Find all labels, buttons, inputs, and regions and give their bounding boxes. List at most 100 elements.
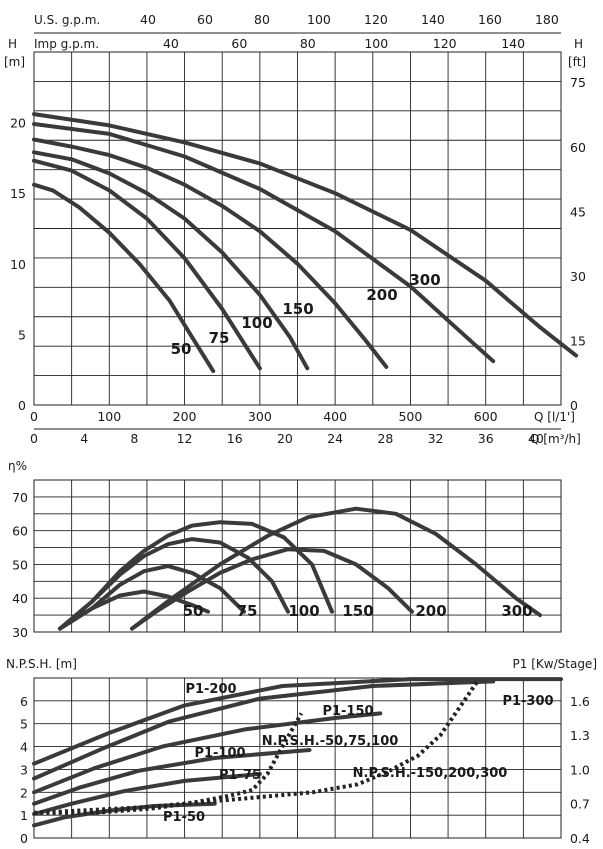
usgpm-label: U.S. g.p.m. bbox=[34, 13, 100, 27]
power-y-tick-label: 1.0 bbox=[570, 762, 590, 777]
npsh-y-tick-label: 3 bbox=[20, 762, 28, 777]
eff-curve-label: 300 bbox=[501, 602, 532, 620]
y-left-unit: [m] bbox=[4, 55, 25, 69]
npsh-curve-P1-150 bbox=[32, 711, 383, 795]
eff-curve-label: 100 bbox=[288, 602, 319, 620]
head-curve-300 bbox=[32, 112, 579, 358]
y-right-tick-label: 60 bbox=[570, 140, 586, 155]
npsh-curve-label: P1-100 bbox=[194, 746, 245, 761]
head-curve-200 bbox=[32, 122, 496, 364]
eff-curve-75 bbox=[58, 564, 246, 631]
npsh-y-tick-label: 5 bbox=[20, 717, 28, 732]
npsh-y-tick-label: 0 bbox=[20, 831, 28, 846]
head-frame bbox=[33, 51, 562, 406]
x-secondary-label: Q [m³/h] bbox=[530, 432, 581, 446]
power-y-title: P1 [Kw/Stage] bbox=[513, 657, 597, 671]
power-y-tick-label: 0.7 bbox=[570, 797, 590, 812]
npsh-frame bbox=[33, 677, 562, 839]
impgpm-tick: 100 bbox=[364, 36, 388, 51]
npsh-curve-N-P-S-H-150-200-300 bbox=[33, 679, 480, 815]
head-curve-label: 100 bbox=[241, 314, 272, 332]
x2-tick-label: 8 bbox=[130, 431, 138, 446]
head-curve-150 bbox=[32, 137, 389, 369]
eff-y-title: η% bbox=[8, 459, 27, 473]
eff-y-tick-label: 30 bbox=[12, 625, 28, 640]
x2-tick-label: 20 bbox=[277, 431, 293, 446]
impgpm-tick: 60 bbox=[231, 36, 247, 51]
x2-tick-label: 40 bbox=[528, 431, 544, 446]
eff-curve-150 bbox=[58, 520, 334, 631]
usgpm-tick: 80 bbox=[254, 12, 270, 27]
eff-y-tick-label: 70 bbox=[12, 490, 28, 505]
eff-y-tick-label: 50 bbox=[12, 557, 28, 572]
npsh-curve-label: P1-300 bbox=[502, 694, 553, 709]
eff-curve-label: 50 bbox=[183, 602, 204, 620]
usgpm-tick: 40 bbox=[140, 12, 156, 27]
x-tick-label: 400 bbox=[323, 409, 347, 424]
npsh-y-tick-label: 2 bbox=[20, 785, 28, 800]
eff-curve-200 bbox=[130, 547, 414, 631]
x2-tick-label: 28 bbox=[377, 431, 393, 446]
y-right-tick-label: 30 bbox=[570, 269, 586, 284]
npsh-curve-label: N.P.S.H.-50,75,100 bbox=[262, 734, 399, 749]
eff-y-tick-label: 40 bbox=[12, 591, 28, 606]
x2-tick-label: 32 bbox=[428, 431, 444, 446]
usgpm-tick: 120 bbox=[364, 12, 388, 27]
eff-frame bbox=[33, 479, 562, 633]
y-right-unit: [ft] bbox=[568, 55, 586, 69]
usgpm-tick: 100 bbox=[307, 12, 331, 27]
y-right-title: H bbox=[574, 37, 583, 51]
eff-y-tick-label: 60 bbox=[12, 524, 28, 539]
head-curve-label: 200 bbox=[366, 286, 397, 304]
y-right-tick-label: 0 bbox=[570, 398, 578, 413]
head-curve-label: 150 bbox=[282, 300, 313, 318]
y-left-title: H bbox=[8, 37, 17, 51]
npsh-grid bbox=[33, 677, 562, 839]
head-grid bbox=[33, 51, 562, 406]
y-right-tick-label: 15 bbox=[570, 333, 586, 348]
npsh-power-panel: N.P.S.H. [m] P1 [Kw/Stage] 0 1 2 3 4 5 6 0.4 0.7 1.… bbox=[6, 657, 597, 846]
npsh-y-tick-label: 6 bbox=[20, 694, 28, 709]
npsh-curve-N-P-S-H-50-75-100 bbox=[34, 712, 304, 815]
npsh-curve-P1-200 bbox=[32, 679, 496, 781]
eff-curve-label: 75 bbox=[237, 602, 258, 620]
x2-tick-label: 12 bbox=[177, 431, 193, 446]
x2-tick-label: 36 bbox=[478, 431, 494, 446]
y-right-tick-label: 75 bbox=[570, 75, 586, 90]
y-tick-label: 15 bbox=[10, 186, 26, 201]
npsh-curve-label: P1-50 bbox=[163, 810, 205, 825]
x-tick-label: 200 bbox=[173, 409, 197, 424]
usgpm-tick: 60 bbox=[197, 12, 213, 27]
npsh-curve-P1-300 bbox=[32, 677, 563, 766]
npsh-y-title: N.P.S.H. [m] bbox=[6, 657, 77, 671]
head-curve-label: 50 bbox=[171, 340, 192, 358]
y-right-tick-label: 45 bbox=[570, 204, 586, 219]
x-tick-label: 600 bbox=[474, 409, 498, 424]
npsh-curve-label: P1-200 bbox=[185, 682, 236, 697]
y-tick-label: 20 bbox=[10, 116, 26, 131]
npsh-y-tick-label: 4 bbox=[20, 740, 28, 755]
impgpm-tick: 120 bbox=[433, 36, 457, 51]
eff-curve-label: 150 bbox=[342, 602, 373, 620]
x2-tick-label: 0 bbox=[30, 431, 38, 446]
eff-curve-label: 200 bbox=[415, 602, 446, 620]
eff-curve-300 bbox=[130, 506, 542, 631]
head-curve-75 bbox=[32, 158, 262, 371]
x-tick-label: 300 bbox=[248, 409, 272, 424]
x2-tick-label: 4 bbox=[80, 431, 88, 446]
impgpm-tick: 80 bbox=[300, 36, 316, 51]
usgpm-tick: 140 bbox=[421, 12, 445, 27]
impgpm-label: Imp g.p.m. bbox=[34, 37, 99, 51]
y-tick-label: 5 bbox=[18, 327, 26, 342]
x2-tick-label: 24 bbox=[327, 431, 343, 446]
y-tick-label: 10 bbox=[10, 257, 26, 272]
usgpm-tick: 180 bbox=[535, 12, 559, 27]
y-tick-label: 0 bbox=[18, 398, 26, 413]
efficiency-panel: η% 30 40 50 60 70 50 75 100 150 200 300 bbox=[8, 459, 562, 640]
usgpm-tick: 160 bbox=[478, 12, 502, 27]
power-y-tick-label: 1.6 bbox=[570, 694, 590, 709]
npsh-curve-label: N.P.S.H.-150,200,300 bbox=[353, 766, 508, 781]
npsh-curve-P1-100 bbox=[32, 748, 312, 806]
